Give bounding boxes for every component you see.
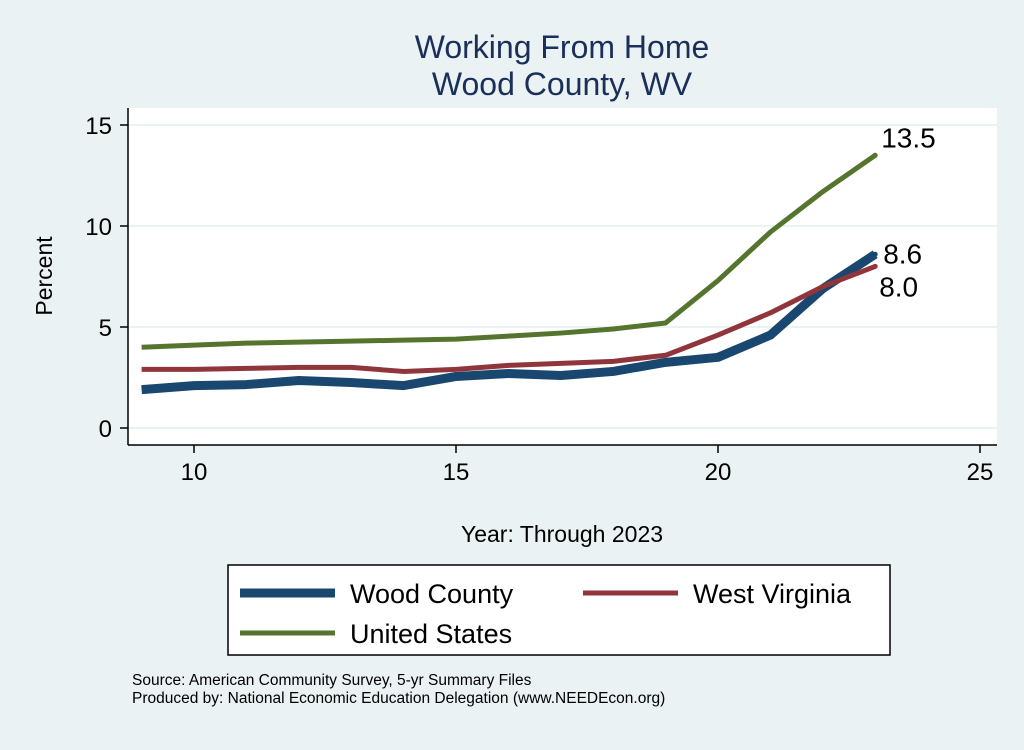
source-note: Source: American Community Survey, 5-yr … bbox=[132, 672, 532, 689]
y-tick-label: 10 bbox=[85, 214, 112, 241]
x-tick-label: 10 bbox=[181, 459, 208, 486]
y-axis-label: Percent bbox=[31, 236, 57, 316]
legend-label: Wood County bbox=[350, 579, 514, 609]
chart-title: Working From Home bbox=[415, 29, 710, 65]
x-axis-label: Year: Through 2023 bbox=[461, 521, 663, 547]
x-tick-label: 20 bbox=[705, 459, 732, 486]
legend-label: West Virginia bbox=[693, 579, 852, 609]
legend-box bbox=[227, 564, 891, 656]
series-line-west-virginia bbox=[141, 264, 877, 374]
x-tick-label: 25 bbox=[967, 459, 994, 486]
y-tick-label: 15 bbox=[85, 113, 112, 140]
x-tick-label: 15 bbox=[443, 459, 470, 486]
data-label: 8.6 bbox=[883, 238, 922, 269]
data-label: 13.5 bbox=[881, 122, 936, 153]
series-line-united-states bbox=[141, 153, 877, 350]
legend-label: United States bbox=[350, 619, 512, 649]
end-point bbox=[872, 251, 878, 257]
end-point bbox=[872, 263, 878, 269]
series-line-wood-county bbox=[141, 250, 878, 395]
y-tick-label: 5 bbox=[99, 315, 112, 342]
chart-subtitle: Wood County, WV bbox=[432, 66, 693, 102]
y-tick-label: 0 bbox=[99, 416, 112, 443]
data-label: 8.0 bbox=[879, 271, 918, 302]
end-point bbox=[872, 152, 878, 158]
producer-note: Produced by: National Economic Education… bbox=[132, 690, 666, 707]
